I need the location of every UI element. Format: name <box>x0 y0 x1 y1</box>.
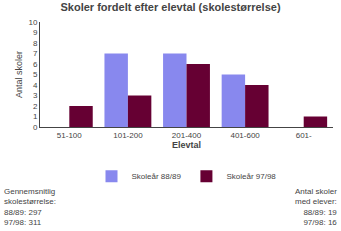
svg-text:0: 0 <box>33 123 38 132</box>
svg-text:Skoleår 88/89: Skoleår 88/89 <box>132 172 182 181</box>
svg-text:Skoler fordelt efter elevtal (: Skoler fordelt efter elevtal (skolestørr… <box>60 1 280 13</box>
svg-text:Antal skolermed elever:88/89:: Antal skolermed elever:88/89: 1997/98: 1… <box>295 187 337 227</box>
svg-text:9: 9 <box>33 28 38 37</box>
svg-text:601-: 601- <box>296 131 312 140</box>
svg-text:8: 8 <box>33 39 38 48</box>
svg-text:Antal skoler: Antal skoler <box>14 51 24 98</box>
svg-text:10: 10 <box>28 18 37 27</box>
svg-text:201-400: 201-400 <box>172 131 202 140</box>
svg-text:7: 7 <box>33 49 38 58</box>
svg-text:3: 3 <box>33 91 38 100</box>
svg-text:4: 4 <box>33 81 38 90</box>
svg-text:Elevtal: Elevtal <box>172 140 201 150</box>
svg-text:401-600: 401-600 <box>230 131 260 140</box>
svg-text:5: 5 <box>33 70 38 79</box>
svg-text:6: 6 <box>33 60 38 69</box>
svg-text:2: 2 <box>33 102 38 111</box>
svg-text:1: 1 <box>33 112 38 121</box>
svg-text:Gennemsnitligskolestørrelse:88: Gennemsnitligskolestørrelse:88/89: 29797… <box>4 187 56 227</box>
svg-text:Skoleår 97/98: Skoleår 97/98 <box>226 172 276 181</box>
svg-text:101-200: 101-200 <box>113 131 143 140</box>
svg-text:51-100: 51-100 <box>57 131 82 140</box>
